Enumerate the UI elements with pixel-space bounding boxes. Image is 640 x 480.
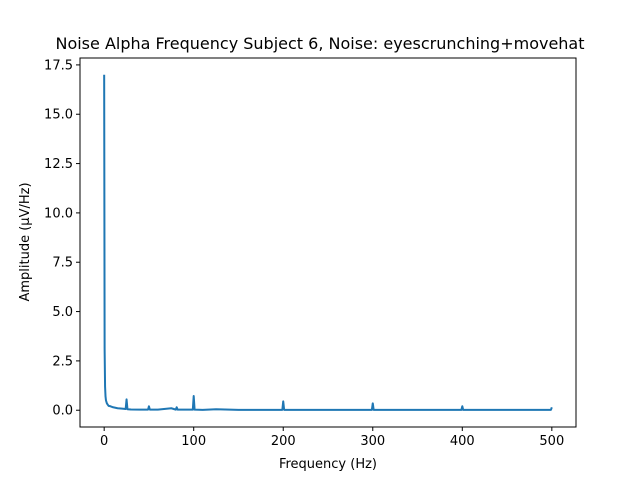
x-tick-label: 300	[360, 434, 385, 449]
x-tick-label: 0	[100, 434, 108, 449]
y-tick-label: 7.5	[52, 256, 73, 271]
x-axis-label: Frequency (Hz)	[279, 457, 377, 472]
y-tick-label: 12.5	[44, 157, 73, 172]
y-tick-label: 17.5	[44, 58, 73, 73]
y-tick-label: 0.0	[52, 404, 73, 419]
x-tick-label: 500	[539, 434, 564, 449]
x-tick-label: 400	[450, 434, 475, 449]
y-tick-label: 5.0	[52, 305, 73, 320]
plot-area: 0 100 200 300 400 500 0.0 2.5 5.0 7.5 10.0 12.5 15.0…	[44, 57, 577, 449]
axes-frame	[79, 57, 577, 428]
y-axis-label: Amplitude (µV/Hz)	[18, 182, 33, 301]
x-tick-label: 200	[271, 434, 296, 449]
chart-title: Noise Alpha Frequency Subject 6, Noise: …	[55, 34, 584, 53]
y-tick-label: 15.0	[44, 108, 73, 123]
y-tick-label: 2.5	[52, 354, 73, 369]
y-tick-label: 10.0	[44, 206, 73, 221]
x-tick-label: 100	[181, 434, 206, 449]
series-line-0	[103, 74, 553, 411]
